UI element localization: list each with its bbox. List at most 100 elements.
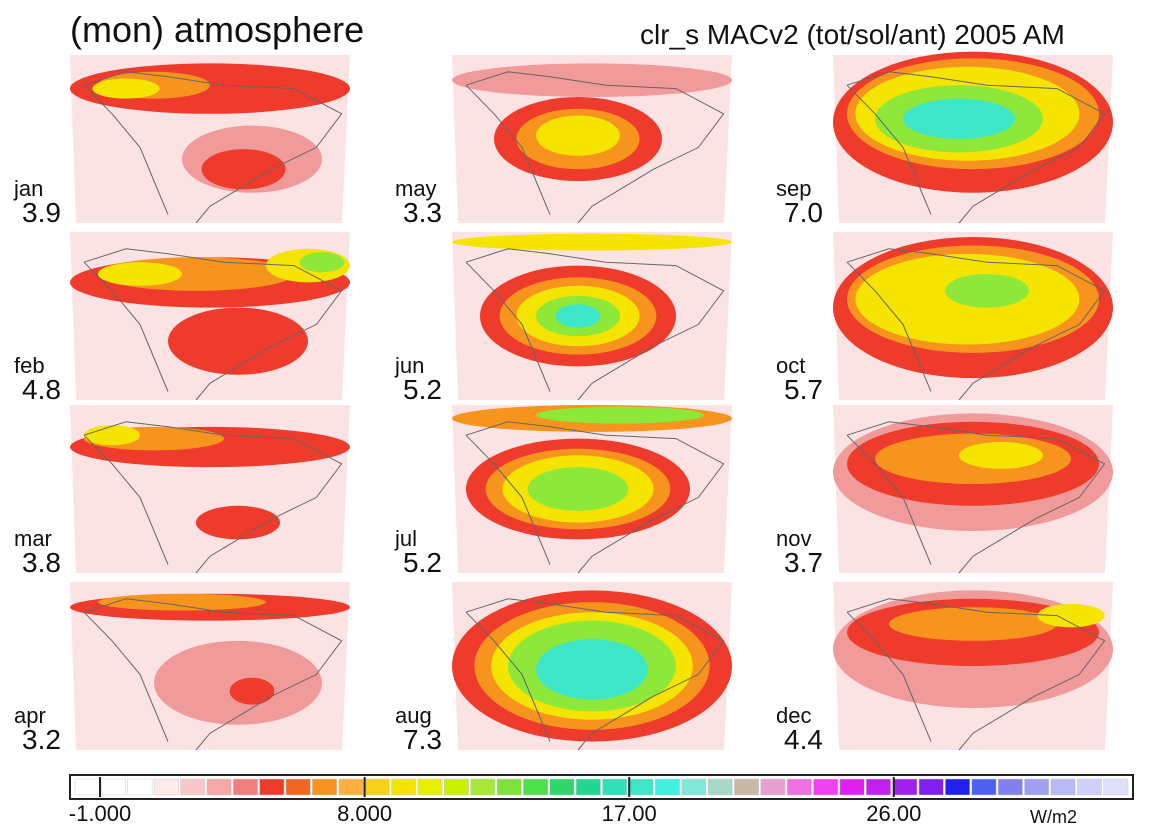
colorbar-swatch [813,778,839,796]
map-panel [452,405,732,574]
month-value: 5.2 [403,374,442,405]
colorbar-swatch [180,778,206,796]
colorbar-swatch [391,778,417,796]
colorbar-swatch [259,778,285,796]
colorbar-swatch [575,778,601,796]
heat-region [889,607,1057,641]
colorbar-swatch [918,778,944,796]
heat-region [201,149,286,190]
map-panel [452,232,732,401]
month-value: 3.9 [22,197,61,228]
heat-region [536,639,648,700]
month-label: jan [13,176,43,201]
colorbar-swatch [496,778,522,796]
colorbar-swatch [760,778,786,796]
colorbar-tick-label: 17.00 [602,801,657,826]
heat-region [959,441,1043,469]
heat-region [196,505,280,540]
map-panel [70,582,350,751]
colorbar-swatch [997,778,1023,796]
colorbar-swatch [417,778,443,796]
month-value: 3.3 [403,197,442,228]
colorbar-swatch [153,778,179,796]
colorbar-swatch [74,778,100,796]
month-label: oct [776,353,805,378]
map-panel [833,232,1113,401]
colorbar-swatch [655,778,680,796]
heat-region [555,304,601,328]
heat-region [98,593,266,611]
colorbar-swatch [839,778,865,796]
map-panel [70,405,350,574]
colorbar-unit: W/m2 [1030,807,1077,827]
month-label: nov [776,526,811,551]
heat-region [84,425,140,446]
month-value: 7.0 [784,197,823,228]
colorbar-swatch [971,778,997,796]
coastline [465,598,725,751]
colorbar-swatch [1077,778,1102,796]
colorbar-swatch [866,778,891,796]
coastline [83,248,343,401]
colorbar-swatch [101,778,126,796]
heat-region [452,233,732,251]
map-panel [452,582,732,751]
colorbar-swatch [1103,778,1129,796]
colorbar-swatch [206,778,232,796]
heat-region [903,98,1015,139]
heat-region [299,252,345,273]
colorbar-swatch [444,778,469,796]
colorbar-swatch [285,778,311,796]
heat-region [92,78,160,99]
month-value: 7.3 [403,724,442,755]
month-value: 3.2 [22,724,61,755]
colorbar-swatch [549,778,575,796]
colorbar-swatch [892,778,918,796]
month-label: dec [776,703,811,728]
colorbar-swatch [602,778,628,796]
coastline [846,248,1106,401]
month-label: may [395,176,437,201]
map-panel [833,582,1113,751]
colorbar-swatch [233,778,258,796]
colorbar-swatch [127,778,153,796]
map-panel [70,55,350,224]
colorbar-swatch [681,778,707,796]
colorbar-swatch [523,778,548,796]
coastline [83,421,343,574]
map-panel [70,232,350,401]
coastline [846,421,1106,574]
colorbar-swatch [470,778,496,796]
month-value: 5.2 [403,547,442,578]
map-panel [452,55,732,224]
month-value: 4.8 [22,374,61,405]
title: (mon) atmosphere [70,9,364,50]
heat-region [536,406,704,424]
coastline [465,421,725,574]
colorbar-tick-label: 26.00 [866,801,921,826]
heat-region [1037,603,1105,628]
map-panel [833,405,1113,574]
month-value: 4.4 [784,724,823,755]
colorbar-swatch [734,778,759,796]
month-label: jun [394,353,424,378]
heat-region [229,677,275,705]
coastline [465,248,725,401]
month-label: sep [776,176,811,201]
colorbar-tick-label: -1.000 [69,801,131,826]
colorbar-swatch [628,778,654,796]
month-label: mar [14,526,52,551]
month-value: 3.7 [784,547,823,578]
colorbar-swatch [707,778,733,796]
heat-region [945,274,1029,308]
colorbar-swatch [786,778,812,796]
month-label: aug [395,703,432,728]
colorbar-tick-label: 8.000 [337,801,392,826]
colorbar-swatch [945,778,970,796]
colorbar-swatch [364,778,390,796]
heat-region [98,262,182,286]
month-label: apr [14,703,46,728]
month-value: 5.7 [784,374,823,405]
